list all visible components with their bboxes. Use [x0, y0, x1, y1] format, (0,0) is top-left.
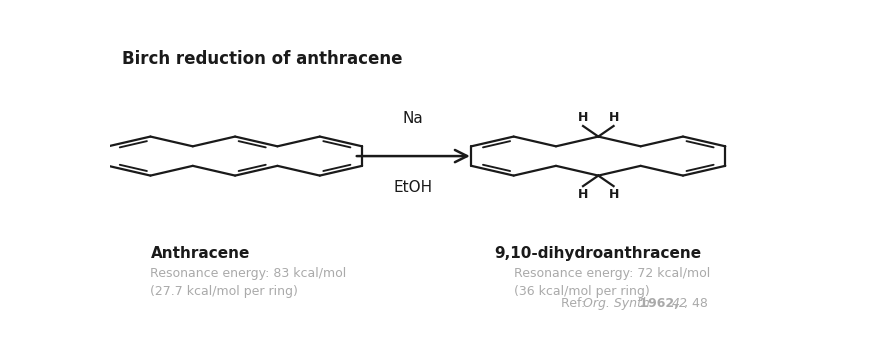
Text: 9,10-dihydroanthracene: 9,10-dihydroanthracene — [495, 246, 702, 260]
Text: Na: Na — [403, 111, 424, 126]
Text: Resonance energy: 72 kcal/mol
(36 kcal/mol per ring): Resonance energy: 72 kcal/mol (36 kcal/m… — [513, 267, 710, 298]
Text: H: H — [609, 188, 618, 201]
Text: H: H — [578, 188, 588, 201]
Text: Org. Synth: Org. Synth — [583, 297, 650, 310]
Text: 42: 42 — [672, 297, 688, 310]
Text: H: H — [578, 111, 588, 124]
Text: Ref:: Ref: — [561, 297, 590, 310]
Text: Resonance energy: 83 kcal/mol
(27.7 kcal/mol per ring): Resonance energy: 83 kcal/mol (27.7 kcal… — [151, 267, 347, 298]
Text: , 48: , 48 — [684, 297, 709, 310]
Text: 1962,: 1962, — [634, 297, 683, 310]
Text: H: H — [609, 111, 618, 124]
Text: EtOH: EtOH — [393, 181, 433, 195]
Text: Birch reduction of anthracene: Birch reduction of anthracene — [122, 50, 402, 68]
Text: Anthracene: Anthracene — [151, 246, 250, 260]
